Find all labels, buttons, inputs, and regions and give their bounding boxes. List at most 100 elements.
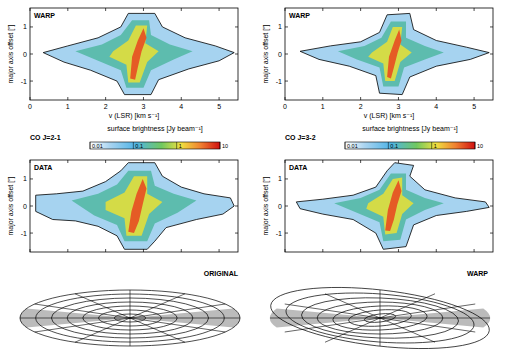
y-label: major axis offset [″] (262, 176, 270, 235)
colorbar-tick-label: 1 (434, 143, 437, 149)
colorbar-title: CO J=2-1 (30, 134, 61, 141)
x-tick (322, 160, 323, 163)
colorbar-tick (176, 142, 177, 149)
contour (36, 163, 235, 250)
y-tick (235, 26, 238, 27)
colorbar-tick (475, 142, 476, 149)
x-tick (30, 249, 31, 252)
y-tick (490, 26, 493, 27)
x-tick (143, 160, 144, 163)
x-tick (398, 97, 399, 100)
spoke (130, 318, 225, 332)
spoke (270, 318, 380, 319)
y-tick-label: 1 (278, 23, 282, 30)
contour (72, 171, 197, 241)
x-tick (181, 97, 182, 100)
x-tick (219, 160, 220, 163)
colorbar-label: surface brightness [Jy beam⁻¹] (362, 125, 458, 133)
x-tick (67, 8, 68, 11)
y-tick-label: 0 (278, 51, 282, 58)
y-tick (285, 81, 288, 82)
x-tick (181, 249, 182, 252)
x-tick (181, 160, 182, 163)
panel-label: DATA (289, 164, 307, 171)
x-tick (474, 160, 475, 163)
panel-label: WARP (289, 12, 310, 19)
data-group (43, 13, 234, 94)
x-tick (181, 8, 182, 11)
y-tick (490, 178, 493, 179)
spoke (285, 318, 380, 332)
x-tick (436, 8, 437, 11)
y-tick-label: 0 (23, 51, 27, 58)
spoke (130, 318, 240, 319)
x-tick-label: 4 (179, 103, 183, 110)
x-tick (360, 249, 361, 252)
x-tick (474, 8, 475, 11)
diagram-label: ORIGINAL (204, 270, 239, 277)
panel: 012345-101v (LSR) [km s⁻¹]major axis off… (262, 8, 493, 120)
x-tick (30, 8, 31, 11)
x-tick (360, 97, 361, 100)
x-tick (219, 249, 220, 252)
x-tick (322, 249, 323, 252)
spoke (130, 318, 131, 346)
x-tick (436, 249, 437, 252)
spoke (130, 318, 185, 342)
x-tick (322, 8, 323, 11)
contour (338, 22, 444, 87)
x-tick-label: 5 (472, 103, 476, 110)
y-label: major axis offset [″] (7, 24, 15, 83)
y-label: major axis offset [″] (262, 24, 270, 83)
data-group (296, 163, 489, 250)
spoke (35, 318, 130, 332)
spoke (75, 294, 130, 318)
colorbar-tick-label: 0.01 (347, 143, 358, 149)
colorbar-tick-label: 0.1 (390, 143, 398, 149)
y-tick (285, 54, 288, 55)
frame (285, 160, 493, 252)
x-tick (322, 97, 323, 100)
x-tick (67, 97, 68, 100)
y-tick (490, 81, 493, 82)
y-tick (30, 206, 33, 207)
x-tick (474, 97, 475, 100)
contour (366, 178, 413, 235)
spoke (75, 318, 130, 342)
x-tick (143, 249, 144, 252)
x-tick (285, 97, 286, 100)
y-tick-label: -1 (21, 230, 27, 237)
y-tick-label: -1 (21, 78, 27, 85)
x-tick (30, 97, 31, 100)
y-tick (490, 206, 493, 207)
y-tick (235, 81, 238, 82)
x-tick (219, 8, 220, 11)
contour (130, 28, 146, 79)
spoke (130, 290, 131, 318)
y-tick-label: -1 (276, 230, 282, 237)
y-tick (490, 54, 493, 55)
x-tick (436, 97, 437, 100)
diagram-label: WARP (467, 270, 488, 277)
colorbar (90, 142, 220, 149)
colorbar-label: surface brightness [Jy beam⁻¹] (107, 125, 203, 133)
wedge (380, 308, 490, 327)
y-tick (30, 233, 33, 234)
x-tick (143, 97, 144, 100)
contour (368, 27, 412, 81)
y-tick-label: 1 (23, 175, 27, 182)
colorbar-tick-label: 10 (477, 143, 483, 149)
y-tick (30, 178, 33, 179)
colorbar-tick (220, 142, 221, 149)
spoke (325, 294, 380, 318)
y-tick (285, 26, 288, 27)
x-tick (143, 8, 144, 11)
panel: -101major axis offset [″]DATACO J=3-2sur… (262, 125, 493, 252)
contour (75, 20, 192, 88)
colorbar (345, 142, 475, 149)
y-tick (30, 26, 33, 27)
x-tick (285, 249, 286, 252)
x-tick-label: 0 (28, 103, 32, 110)
x-tick-label: 3 (142, 103, 146, 110)
spoke (380, 318, 475, 332)
